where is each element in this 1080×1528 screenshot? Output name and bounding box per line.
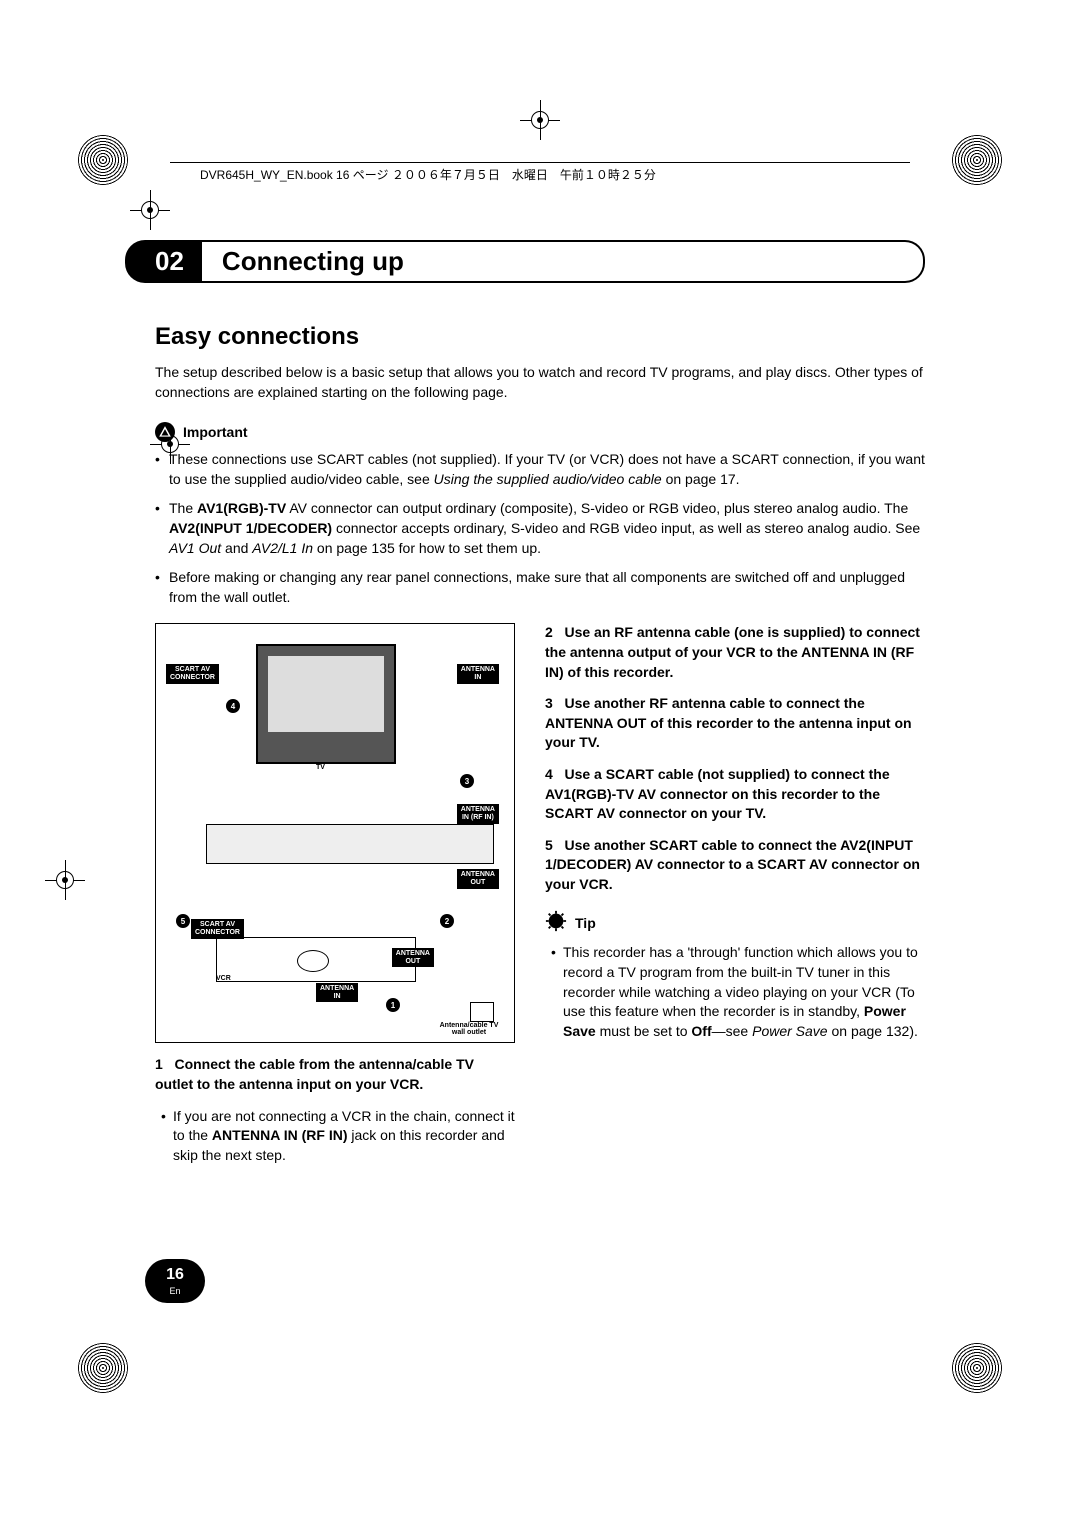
cropmark-target-tl xyxy=(130,190,170,230)
cropmark-tr xyxy=(952,135,1002,185)
page-content: 02 Connecting up Easy connections The se… xyxy=(155,240,925,1177)
diagram-label-ant-rfin: ANTENNAIN (RF IN) xyxy=(457,804,499,823)
diagram-tv xyxy=(256,644,396,764)
diagram-circle-3: 3 xyxy=(460,774,474,788)
diagram-label-scart-bot: SCART AVCONNECTOR xyxy=(191,919,244,938)
intro-text: The setup described below is a basic set… xyxy=(155,363,925,402)
tip-heading: Tip xyxy=(545,910,925,935)
page-lang: En xyxy=(169,1286,180,1296)
step-1-sub: If you are not connecting a VCR in the c… xyxy=(155,1107,515,1166)
cropmark-target-ml xyxy=(45,860,85,900)
diagram-vcr xyxy=(216,937,416,982)
page-number: 16 xyxy=(166,1266,184,1284)
diagram-label-ant-out-bot: ANTENNAOUT xyxy=(392,948,434,967)
diagram-tv-caption: TV xyxy=(316,764,325,771)
section-title: Easy connections xyxy=(155,323,925,351)
chapter-number: 02 xyxy=(125,240,202,283)
important-list: These connections use SCART cables (not … xyxy=(155,450,925,607)
diagram-label-ant-out-mid: ANTENNAOUT xyxy=(457,869,499,888)
important-item-1: These connections use SCART cables (not … xyxy=(155,450,925,489)
chapter-title: Connecting up xyxy=(202,240,925,283)
diagram-circle-1: 1 xyxy=(386,998,400,1012)
diagram-recorder xyxy=(206,824,494,864)
important-label: Important xyxy=(183,424,248,440)
tip-label: Tip xyxy=(575,915,596,931)
diagram-label-scart-top: SCART AVCONNECTOR xyxy=(166,664,219,683)
diagram-vcr-caption: VCR xyxy=(216,975,231,982)
cropmark-bl xyxy=(78,1343,128,1393)
tip-icon xyxy=(545,910,567,935)
important-item-3: Before making or changing any rear panel… xyxy=(155,568,925,607)
chapter-bar: 02 Connecting up xyxy=(155,240,925,283)
step-2: 2 Use an RF antenna cable (one is suppli… xyxy=(545,623,925,682)
important-heading: Important xyxy=(155,422,925,442)
diagram-circle-5: 5 xyxy=(176,914,190,928)
important-item-2: The AV1(RGB)-TV AV connector can output … xyxy=(155,499,925,558)
connection-diagram: SCART AVCONNECTOR ANTENNAIN TV 4 3 ANTEN… xyxy=(155,623,515,1043)
step-5: 5 Use another SCART cable to connect the… xyxy=(545,836,925,895)
page-number-badge: 16 En xyxy=(145,1259,205,1303)
diagram-circle-2: 2 xyxy=(440,914,454,928)
step-3: 3 Use another RF antenna cable to connec… xyxy=(545,694,925,753)
cropmark-target-bc xyxy=(520,100,560,140)
step-1: 1 Connect the cable from the antenna/cab… xyxy=(155,1055,515,1094)
diagram-wall-caption: Antenna/cable TVwall outlet xyxy=(434,1022,504,1036)
diagram-circle-4: 4 xyxy=(226,699,240,713)
header-rule xyxy=(170,162,910,163)
diagram-wall-outlet xyxy=(470,1002,494,1022)
cropmark-tl xyxy=(78,135,128,185)
diagram-label-ant-in-top: ANTENNAIN xyxy=(457,664,499,683)
header-filename: DVR645H_WY_EN.book 16 ページ ２００６年７月５日 水曜日 … xyxy=(200,166,656,183)
step-4: 4 Use a SCART cable (not supplied) to co… xyxy=(545,765,925,824)
diagram-label-ant-in-bot: ANTENNAIN xyxy=(316,983,358,1002)
tip-text: This recorder has a 'through' function w… xyxy=(545,943,925,1041)
warning-icon xyxy=(155,422,175,442)
cropmark-br xyxy=(952,1343,1002,1393)
